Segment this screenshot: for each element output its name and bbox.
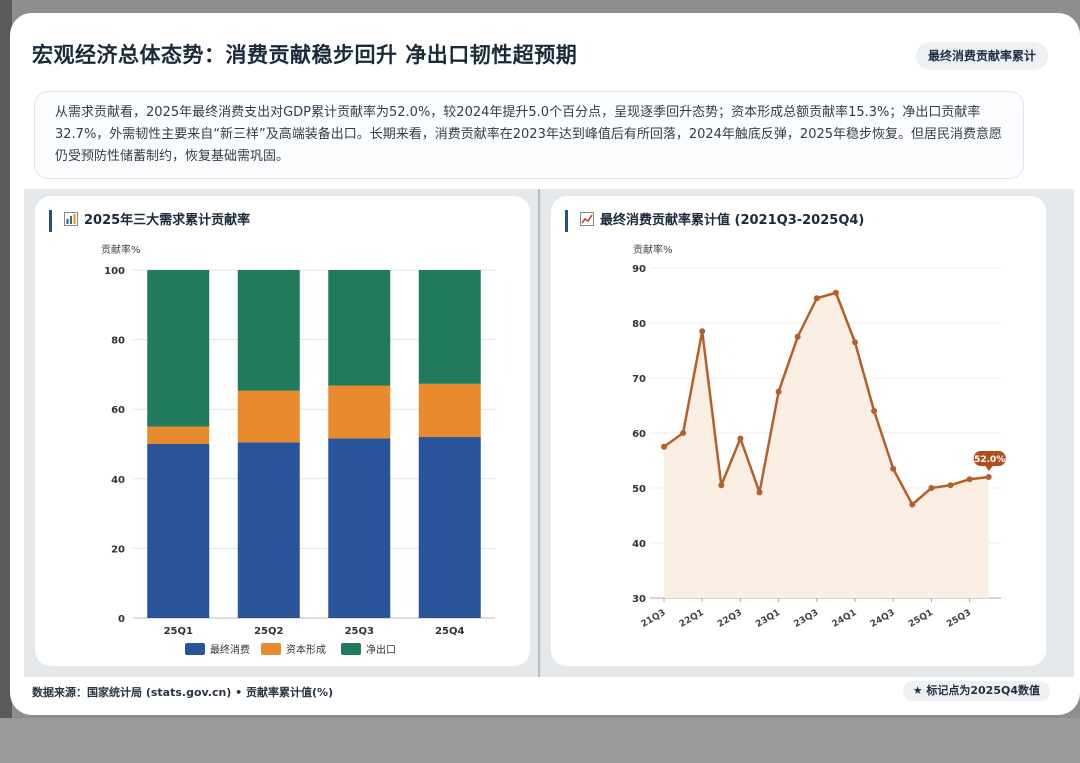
annotation-pointer: [984, 465, 994, 471]
header-badge: 最终消费贡献率累计: [915, 42, 1048, 70]
bar-segment: [418, 437, 481, 618]
data-point: [699, 328, 706, 335]
legend-swatch: [341, 643, 361, 655]
dashboard-card: 宏观经济总体态势：消费贡献稳步回升 净出口韧性超预期 最终消费贡献率累计 从需求…: [10, 13, 1080, 715]
bar-segment: [147, 426, 210, 444]
page-title: 宏观经济总体态势：消费贡献稳步回升 净出口韧性超预期: [32, 43, 578, 67]
y-tick-label: 40: [111, 475, 125, 486]
stacked-bar-chart: 贡献率% 0 20 40 60 80 100 25Q1 25Q2 25Q3 25Q4 最终消费 资本形成…: [101, 243, 495, 656]
x-tick-label: 22Q3: [716, 608, 744, 630]
y-tick-label: 20: [111, 544, 125, 555]
summary-text: 从需求贡献看，2025年最终消费支出对GDP累计贡献率为52.0%，较2024年…: [34, 91, 1024, 179]
data-point: [661, 443, 667, 450]
y-tick-label: 80: [632, 319, 646, 330]
data-point: [794, 333, 801, 340]
x-tick-label: 25Q1: [907, 608, 935, 630]
data-point: [947, 482, 954, 489]
bar-segment: [237, 442, 300, 618]
legend-label: 净出口: [366, 643, 396, 656]
x-tick-label: 25Q3: [945, 608, 973, 630]
bar-segment: [418, 270, 481, 384]
data-point: [890, 465, 897, 472]
legend-label: 资本形成: [286, 643, 326, 656]
data-point: [813, 295, 820, 302]
line-chart-icon: [580, 212, 594, 226]
y-tick-label: 90: [632, 264, 646, 275]
bar-segment: [328, 270, 391, 386]
line-panel: 最终消费贡献率累计值 (2021Q3-2025Q4) 贡献率% 30 40 50 60 7…: [551, 196, 1046, 666]
y-tick-label: 0: [118, 614, 125, 625]
x-tick-label: 21Q3: [640, 608, 668, 630]
data-point: [756, 489, 763, 496]
x-tick-label: 24Q1: [831, 608, 859, 630]
y-tick-label: 30: [632, 594, 646, 605]
y-tick-label: 60: [632, 429, 646, 440]
x-tick-label: 25Q2: [254, 626, 283, 637]
bar-segment: [147, 270, 210, 427]
stacked-bar-panel: 2025年三大需求累计贡献率 贡献率% 0 20 40 60 80 100 25Q1 25Q2 2…: [35, 196, 530, 666]
x-tick-label: 23Q1: [754, 608, 782, 630]
y-tick-label: 70: [632, 374, 646, 385]
bar-chart-icon: [64, 212, 78, 226]
y-tick-label: 50: [632, 484, 646, 495]
legend-label: 最终消费: [210, 643, 250, 656]
backdrop-strip: [0, 0, 12, 763]
annotation-label: 52.0%: [974, 455, 1005, 465]
bar-segment: [147, 444, 210, 618]
data-point: [718, 482, 725, 489]
legend-swatch: [261, 643, 281, 655]
x-tick-label: 25Q4: [435, 626, 464, 637]
y-tick-label: 100: [104, 266, 125, 277]
bar-segment: [418, 383, 481, 438]
data-point: [985, 474, 992, 480]
data-point: [775, 388, 782, 395]
y-tick-label: 60: [111, 405, 125, 416]
bar-segment: [328, 385, 391, 439]
header: 宏观经济总体态势：消费贡献稳步回升 净出口韧性超预期 最终消费贡献率累计: [10, 13, 1080, 93]
y-tick-label: 40: [632, 539, 646, 550]
y-axis-label: 贡献率%: [101, 243, 141, 256]
footer-badge: ★ 标记点为2025Q4数值: [902, 681, 1050, 701]
y-tick-label: 80: [111, 336, 125, 347]
x-tick-label: 24Q3: [869, 608, 897, 630]
bar-chart-title: 2025年三大需求累计贡献率: [49, 210, 250, 232]
bar-segment: [237, 390, 300, 443]
data-point: [852, 339, 858, 346]
bar-segment: [237, 270, 300, 391]
data-point: [928, 485, 935, 491]
panel-divider: [538, 189, 540, 677]
line-chart-title: 最终消费贡献率累计值 (2021Q3-2025Q4): [565, 210, 864, 232]
data-point: [871, 408, 878, 414]
y-axis-label: 贡献率%: [633, 243, 673, 256]
bar-chart-title-text: 2025年三大需求累计贡献率: [84, 213, 251, 228]
x-tick-label: 23Q3: [792, 608, 820, 630]
series-line: [663, 291, 989, 506]
data-point: [832, 289, 839, 296]
bar-segment: [328, 438, 391, 618]
x-tick-label: 25Q3: [345, 626, 374, 637]
data-point: [737, 435, 744, 442]
data-point: [909, 501, 916, 508]
data-point: [680, 430, 687, 436]
annotation-bubble: [973, 451, 1006, 466]
legend-swatch: [185, 643, 205, 655]
area-fill: [664, 292, 989, 598]
data-point: [966, 476, 973, 483]
backdrop-bottom: [0, 718, 1080, 763]
x-tick-label: 25Q1: [164, 626, 193, 637]
x-tick-label: 22Q1: [678, 608, 706, 630]
line-chart: 贡献率% 30 40 50 60 70 80 90 21Q3 22Q1 22Q3 23Q1 23Q3 24…: [632, 243, 1006, 630]
data-source: 数据来源：国家统计局 (stats.gov.cn) • 贡献率累计值(%): [32, 686, 334, 699]
line-chart-title-text: 最终消费贡献率累计值 (2021Q3-2025Q4): [600, 213, 865, 228]
